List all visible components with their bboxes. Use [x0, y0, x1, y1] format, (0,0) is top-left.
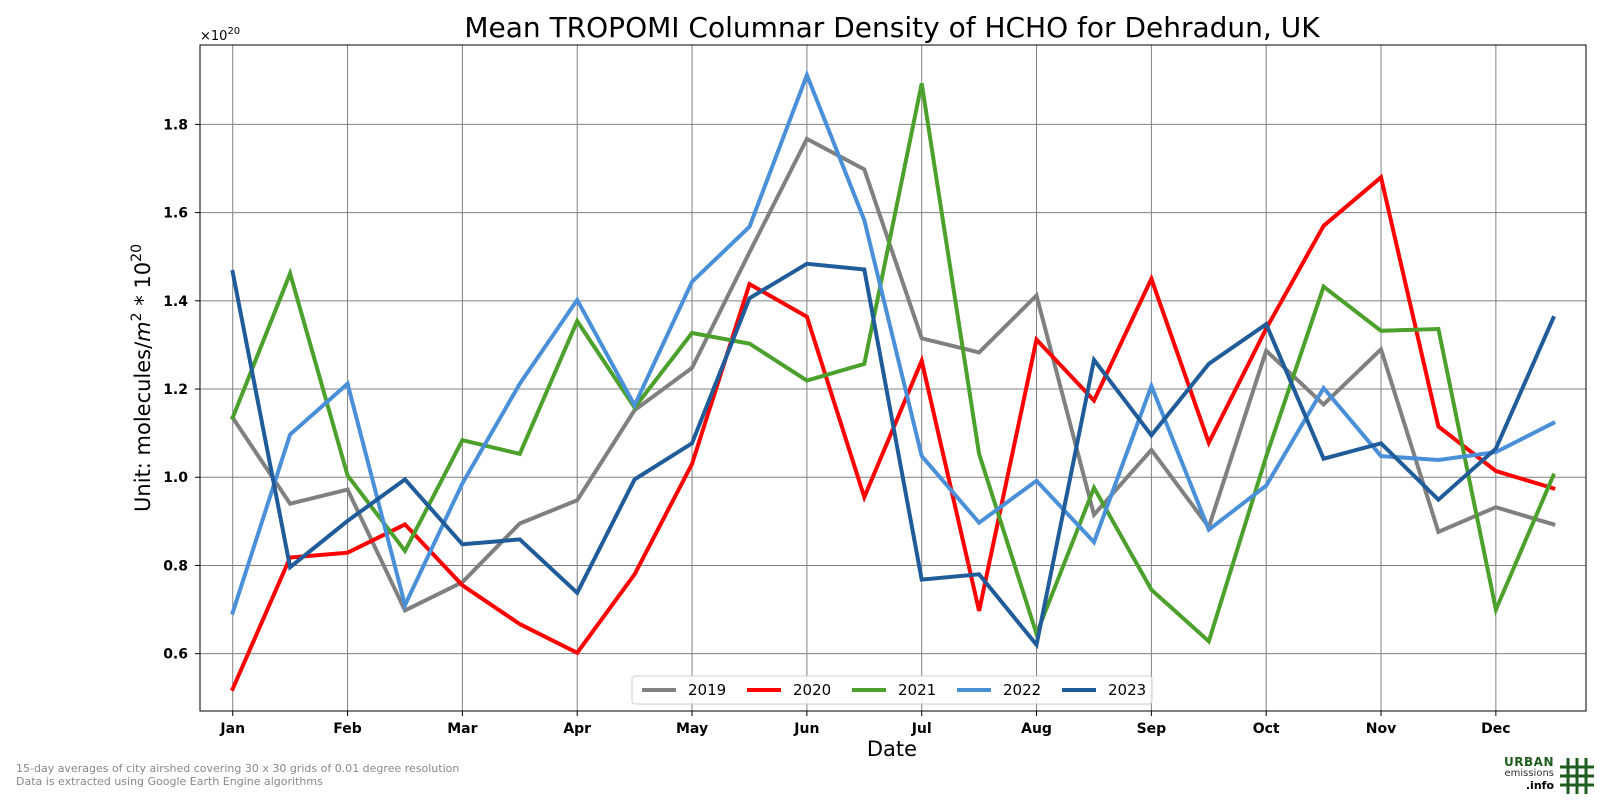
logo-line-1: URBAN [1504, 755, 1554, 769]
logo-text: URBAN emissions .info [1504, 756, 1554, 792]
y-tick-label: 1.6 [163, 206, 188, 222]
series-line-2019 [229, 136, 1556, 614]
y-tick-label: 0.6 [163, 647, 188, 663]
series-line-2023 [230, 261, 1556, 650]
x-tick-label: Aug [1021, 721, 1052, 737]
y-tick-label: 1.2 [163, 382, 188, 398]
logo-line-3: .info [1525, 779, 1554, 792]
series-line-2022 [230, 69, 1556, 616]
ylabel-m: m [131, 321, 155, 341]
plot-frame [199, 44, 1587, 712]
footer-line-2: Data is extracted using Google Earth Eng… [16, 775, 323, 788]
grid-logo-icon [1560, 758, 1594, 794]
x-tick-label: Dec [1481, 721, 1510, 737]
legend-box [631, 675, 1153, 705]
footer-notes: 15-day averages of city airshed covering… [16, 762, 459, 788]
ylabel-prefix: Unit: molecules/ [131, 341, 155, 512]
footer-line-1: 15-day averages of city airshed covering… [16, 762, 460, 775]
y-tick-label: 1.4 [163, 294, 188, 310]
x-tick-label: May [676, 721, 708, 737]
x-tick-label: Apr [563, 721, 591, 737]
legend-label-2022: 2022 [1003, 681, 1041, 699]
series-line-2021 [230, 82, 1556, 645]
x-tick-label: Oct [1253, 721, 1280, 737]
x-tick-label: Mar [447, 721, 477, 737]
ylabel-exp2: 20 [129, 244, 145, 262]
legend-label-2019: 2019 [688, 681, 726, 699]
x-tick-label: Jan [219, 721, 245, 737]
y-tick-label: 1.8 [163, 117, 188, 133]
x-tick-label: Feb [333, 721, 362, 737]
x-tick-label: Jul [911, 721, 932, 737]
y-axis-label: Unit: molecules/m2 * 1020 [129, 244, 155, 512]
x-tick-label: Sep [1137, 721, 1167, 737]
x-tick-label: Nov [1366, 721, 1396, 737]
svg-text:Unit: molecules/m2 * 1020: Unit: molecules/m2 * 1020 [129, 244, 155, 512]
y-tick-label: 0.8 [163, 558, 188, 574]
urban-emissions-logo: URBAN emissions .info [1466, 756, 1594, 796]
ylabel-mid: * 10 [131, 262, 155, 313]
series-lines [229, 69, 1556, 692]
grid-lines [200, 45, 1586, 711]
legend-label-2020: 2020 [793, 681, 831, 699]
offset-exp: 20 [227, 26, 240, 37]
y-tick-label: 1.0 [163, 470, 188, 486]
legend: 2019 2020 2021 2022 2023 [631, 675, 1153, 705]
ylabel-exp1: 2 [129, 312, 145, 321]
x-tick-label: Jun [793, 721, 819, 737]
x-axis-label: Date [867, 737, 917, 761]
chart-title: Mean TROPOMI Columnar Density of HCHO fo… [464, 11, 1320, 44]
y-ticks: 0.6 0.8 1.0 1.2 1.4 1.6 1.8 [163, 117, 200, 663]
x-ticks: Jan Feb Mar Apr May Jun Jul Aug Sep Oct Nov Dec [219, 711, 1511, 737]
legend-label-2021: 2021 [898, 681, 936, 699]
offset-base: ×10 [200, 29, 227, 44]
legend-label-2023: 2023 [1108, 681, 1146, 699]
svg-text:×1020: ×1020 [200, 26, 240, 44]
logo-line-2: emissions [1504, 768, 1554, 779]
offset-text: ×1020 [200, 26, 240, 44]
